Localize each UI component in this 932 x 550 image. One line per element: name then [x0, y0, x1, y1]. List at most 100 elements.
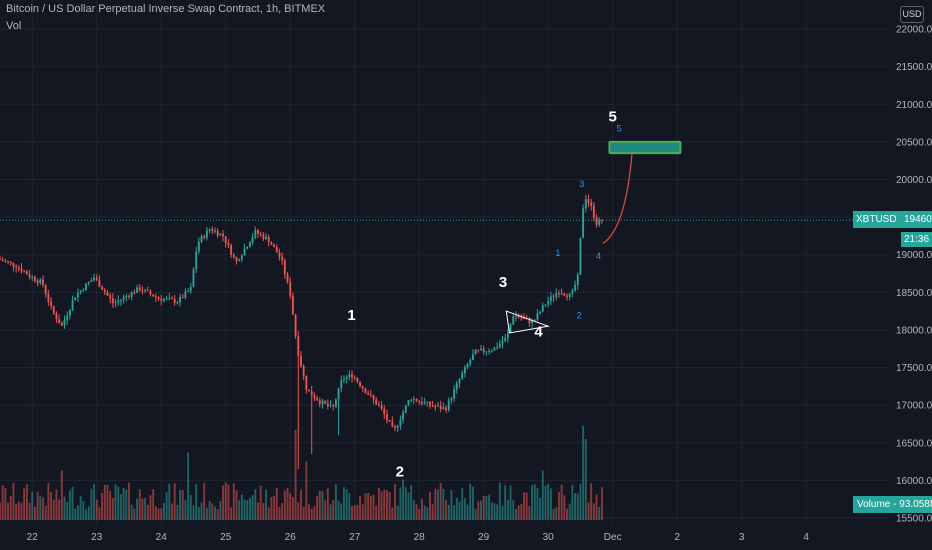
candle-body [515, 315, 517, 317]
volume-bar [267, 507, 270, 520]
candle [149, 289, 152, 297]
candle [4, 258, 7, 263]
volume-bar [523, 492, 525, 520]
volume-bar [187, 452, 190, 520]
volume-bar [372, 494, 375, 520]
candle-body [238, 259, 241, 261]
candle-body [111, 298, 114, 304]
price-axis[interactable] [890, 0, 932, 550]
candle-body [257, 230, 259, 234]
volume-bar [445, 500, 448, 520]
volume-bar [305, 461, 308, 520]
candle [195, 246, 198, 274]
volume-bar [294, 430, 297, 520]
x-tick-label: 29 [478, 532, 490, 543]
volume-bar [552, 508, 555, 520]
volume-bar [230, 507, 233, 520]
candle [461, 370, 464, 380]
volume-bar [348, 493, 351, 520]
volume-bar [541, 470, 544, 520]
volume-bar [82, 501, 85, 520]
candle-body [55, 313, 58, 320]
volume-bar [399, 487, 402, 520]
projection-curve[interactable] [602, 153, 633, 244]
candle-body [208, 229, 211, 231]
volume-bar [493, 503, 496, 520]
candle [394, 424, 396, 432]
volume-bar [396, 505, 399, 520]
candle-body [224, 236, 227, 244]
volume-bar [211, 503, 214, 520]
volume-bar [584, 439, 587, 520]
volume-bar [463, 497, 466, 520]
candle [437, 401, 439, 408]
volume-bar [238, 500, 241, 520]
volume-bar [600, 487, 603, 520]
candle-body [598, 219, 601, 225]
volume-bar [485, 495, 488, 520]
volume-bar [9, 496, 12, 520]
candle-body [189, 286, 192, 291]
candle-body [501, 341, 504, 344]
candle [498, 339, 501, 349]
volume-bar [74, 508, 77, 520]
volume-bar [547, 483, 550, 520]
volume-bar [402, 479, 405, 520]
candle [477, 349, 480, 353]
candle-body [235, 257, 238, 261]
candle [439, 400, 442, 413]
volume-indicator-label[interactable]: Vol [6, 20, 22, 32]
volume-bar [496, 504, 499, 520]
target-box[interactable] [608, 140, 682, 155]
candle [536, 309, 539, 322]
candle-body [576, 274, 579, 285]
volume-tag-value: 93.058M [899, 499, 932, 510]
volume-bar [227, 484, 230, 520]
volume-bar [254, 489, 257, 520]
candle-body [44, 285, 47, 294]
volume-bar [291, 497, 294, 520]
candle-body [195, 251, 198, 270]
candle-body [251, 237, 254, 243]
candle-body [82, 290, 85, 292]
candle [316, 395, 319, 401]
candle-body [71, 300, 74, 310]
candle-body [203, 236, 206, 238]
triangle-pattern[interactable] [505, 310, 551, 334]
candle [128, 294, 130, 300]
candle-body [574, 284, 577, 291]
volume-bar [592, 503, 595, 520]
candle [552, 293, 555, 303]
volume-bar [404, 487, 407, 520]
volume-bar [111, 497, 114, 520]
candle [351, 370, 353, 383]
candle-body [302, 366, 305, 376]
candle-body [275, 247, 278, 253]
volume-bar [353, 505, 356, 520]
currency-button[interactable]: USD [900, 6, 924, 23]
volume-bar [480, 500, 482, 520]
volume-bar [138, 489, 141, 520]
candle-body [496, 347, 499, 349]
countdown-tag: 21:36 [901, 232, 932, 247]
x-tick-label: 22 [27, 532, 39, 543]
candle [50, 296, 52, 310]
candle [291, 292, 294, 315]
candle [211, 226, 214, 234]
candle-body [431, 405, 434, 407]
candle [571, 288, 574, 298]
candle [423, 397, 426, 405]
candle-body [128, 296, 130, 298]
volume-bar [512, 500, 515, 520]
volume-bar [125, 489, 128, 520]
candle [208, 228, 211, 234]
candle [184, 288, 187, 300]
candle-body [445, 407, 448, 411]
candle-body [136, 287, 138, 293]
candle-body [119, 299, 122, 301]
candle-body [402, 412, 405, 420]
volume-bar [232, 483, 235, 520]
time-axis[interactable] [0, 524, 890, 550]
volume-bar [361, 504, 364, 520]
